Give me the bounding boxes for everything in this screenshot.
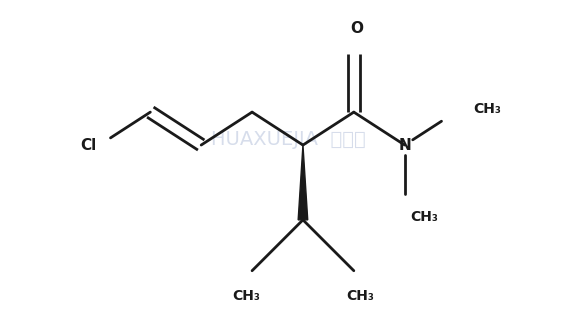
Text: O: O xyxy=(350,21,363,36)
Text: CH₃: CH₃ xyxy=(346,289,374,303)
Text: HUAXUEJIA  化学加: HUAXUEJIA 化学加 xyxy=(210,130,365,148)
Text: N: N xyxy=(398,138,411,153)
Text: CH₃: CH₃ xyxy=(232,289,260,303)
Polygon shape xyxy=(298,145,308,220)
Text: Cl: Cl xyxy=(80,138,96,153)
Text: CH₃: CH₃ xyxy=(474,102,501,116)
Text: CH₃: CH₃ xyxy=(411,210,439,224)
